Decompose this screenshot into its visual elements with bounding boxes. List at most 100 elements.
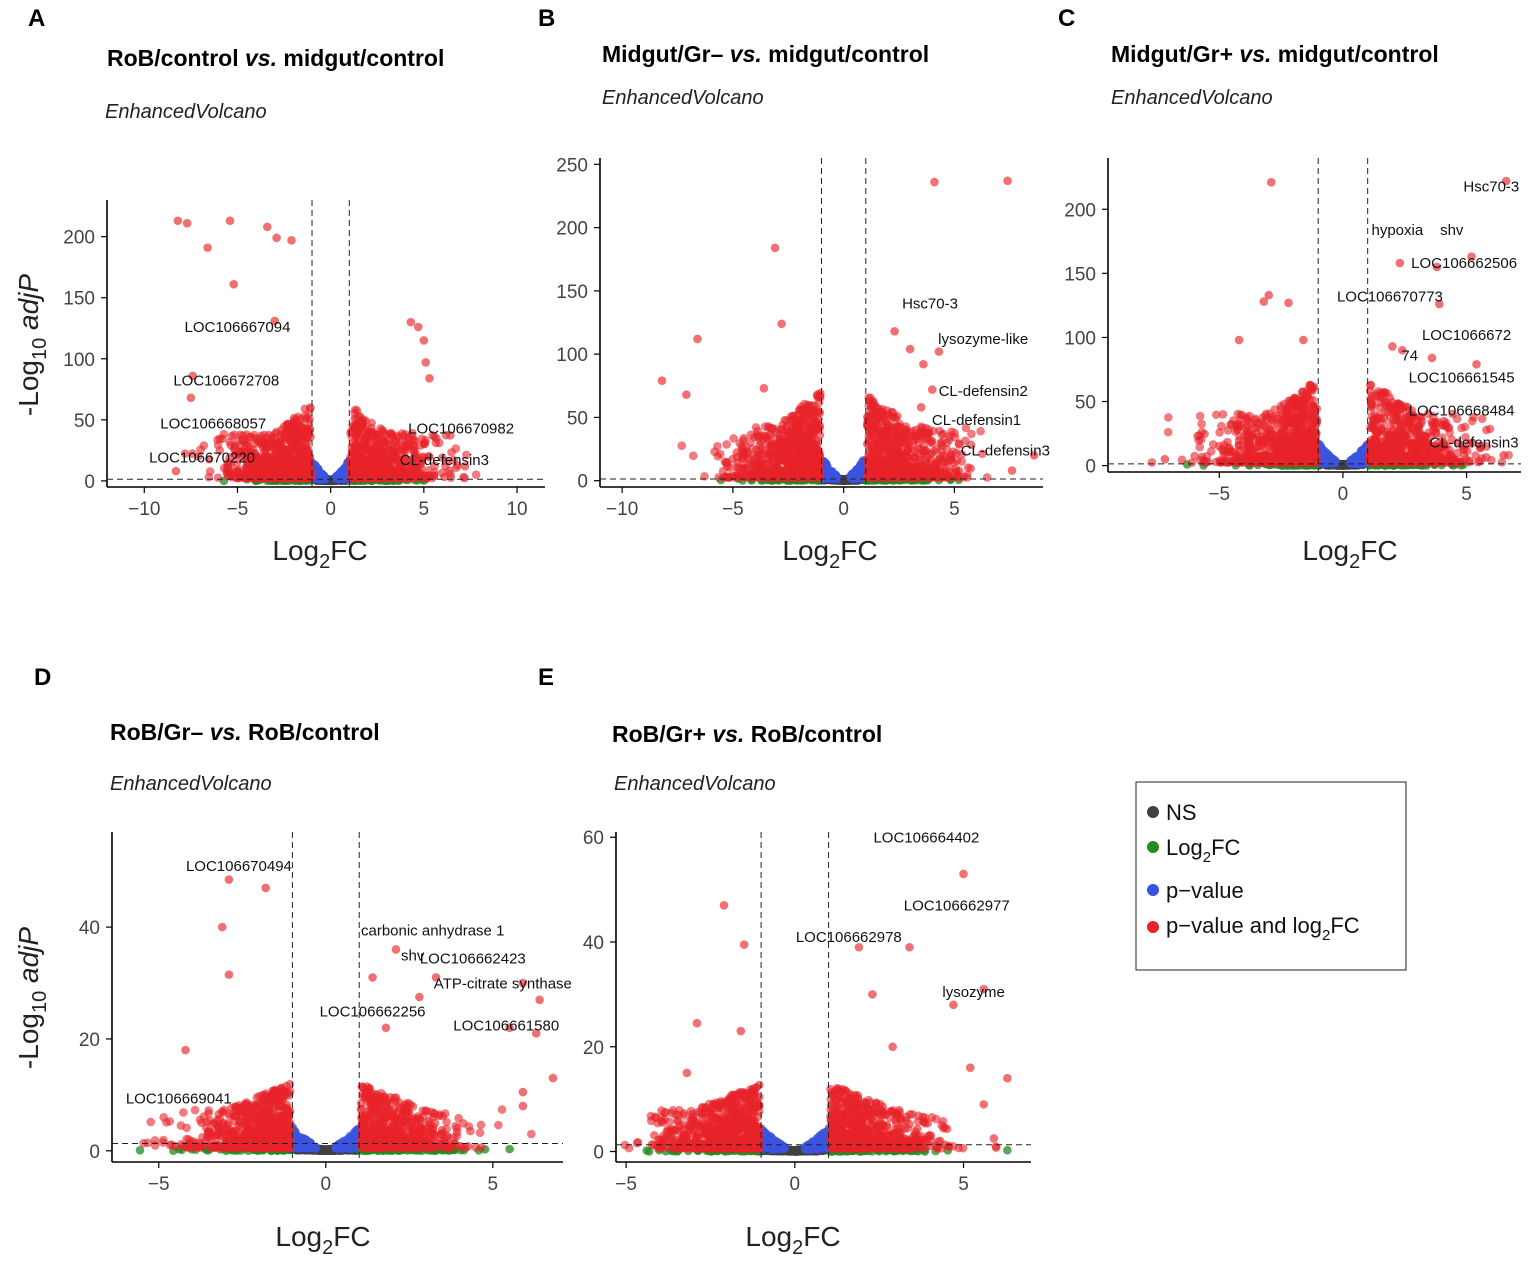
data-point-both [755, 447, 764, 456]
data-point-both [880, 431, 889, 440]
data-point-both [964, 463, 973, 472]
data-point-both [869, 421, 878, 430]
y-tick-label: 250 [556, 155, 588, 176]
data-point-outlier [658, 376, 667, 385]
y-axis-title: -Log10 adjP [13, 274, 51, 416]
data-point-both [355, 413, 364, 422]
data-point-both [274, 438, 283, 447]
data-point-both [384, 439, 393, 448]
data-point-both [784, 460, 793, 469]
data-point-both [722, 440, 731, 449]
data-point-both [749, 469, 758, 478]
data-point-both [867, 432, 876, 441]
data-point-both [296, 421, 305, 430]
data-point-outlier [272, 234, 281, 243]
x-axis-title: Log2FC [272, 535, 367, 573]
data-point-both [214, 473, 223, 482]
data-point-both [351, 422, 360, 431]
data-point-both [789, 432, 798, 441]
data-point-outlier [906, 345, 915, 354]
data-point-both [472, 470, 481, 479]
x-tick-label: 5 [419, 499, 430, 520]
data-point-outlier [935, 347, 944, 356]
gene-label: LOC106668057 [160, 415, 266, 432]
data-point-outlier [229, 280, 238, 289]
data-point-both [815, 398, 824, 407]
data-point-both [869, 446, 878, 455]
data-point-both [281, 455, 290, 464]
x-tick-label: 0 [325, 499, 336, 520]
x-tick-label: −10 [128, 499, 160, 520]
data-point-both [713, 452, 722, 461]
data-point-outlier [174, 216, 183, 225]
data-point-outlier [203, 243, 212, 252]
data-point-outlier [172, 467, 181, 476]
data-point-both [410, 474, 419, 483]
data-point-both [933, 445, 942, 454]
data-point-both [932, 459, 941, 468]
data-point-both [899, 433, 908, 442]
data-point-both [677, 441, 686, 450]
data-point-outlier [414, 323, 423, 332]
data-point-both [761, 422, 770, 431]
data-point-outlier [771, 244, 780, 253]
gene-label: LOC106670220 [149, 450, 255, 467]
data-point-both [737, 473, 746, 482]
data-point-both [746, 438, 755, 447]
data-point-both [460, 474, 469, 483]
data-point-outlier [287, 236, 296, 245]
panel-subtitle: EnhancedVolcano [105, 101, 267, 123]
data-point-both [778, 421, 787, 430]
data-point-both [266, 469, 275, 478]
data-point-both [387, 454, 396, 463]
data-point-both [306, 403, 315, 412]
y-tick-label: 200 [63, 228, 95, 249]
data-point-both [400, 473, 409, 482]
data-point-both [350, 448, 359, 457]
data-point-both [271, 429, 280, 438]
data-point-both [885, 467, 894, 476]
gene-label: LOC106670982 [408, 420, 514, 437]
data-point-both [795, 407, 804, 416]
data-point-both [258, 443, 267, 452]
data-point-both [289, 457, 298, 466]
data-point-outlier [425, 374, 434, 383]
panel-title: RoB/control vs. midgut/control [107, 45, 444, 71]
data-point-both [816, 408, 825, 417]
data-point-both [759, 435, 768, 444]
x-tick-label: −10 [606, 499, 638, 520]
data-point-outlier [420, 336, 429, 345]
data-point-both [367, 419, 376, 428]
data-point-both [271, 446, 280, 455]
data-point-both [967, 430, 976, 439]
y-tick-label: 50 [567, 408, 588, 429]
y-tick-label: 0 [577, 472, 588, 493]
x-tick-label: 10 [506, 499, 527, 520]
data-point-both [944, 458, 953, 467]
panel-subtitle: EnhancedVolcano [602, 87, 764, 109]
y-tick-label: 100 [556, 345, 588, 366]
panel-letter: A [28, 5, 45, 32]
data-point-both [729, 434, 738, 443]
data-point-both [755, 460, 764, 469]
data-point-both [919, 434, 928, 443]
data-point-outlier [682, 390, 691, 399]
data-point-outlier [693, 335, 702, 344]
data-point-both [390, 474, 399, 483]
data-point-both [275, 470, 284, 479]
data-point-both [882, 419, 891, 428]
data-point-both [811, 469, 820, 478]
data-point-both [354, 433, 363, 442]
data-point-both [689, 451, 698, 460]
data-point-both [891, 437, 900, 446]
data-point-both [357, 454, 366, 463]
data-point-both [875, 454, 884, 463]
data-point-both [745, 454, 754, 463]
data-point-both [794, 454, 803, 463]
data-point-outlier [263, 223, 272, 232]
data-point-both [286, 422, 295, 431]
data-point-both [362, 433, 371, 442]
data-point-both [919, 450, 928, 459]
